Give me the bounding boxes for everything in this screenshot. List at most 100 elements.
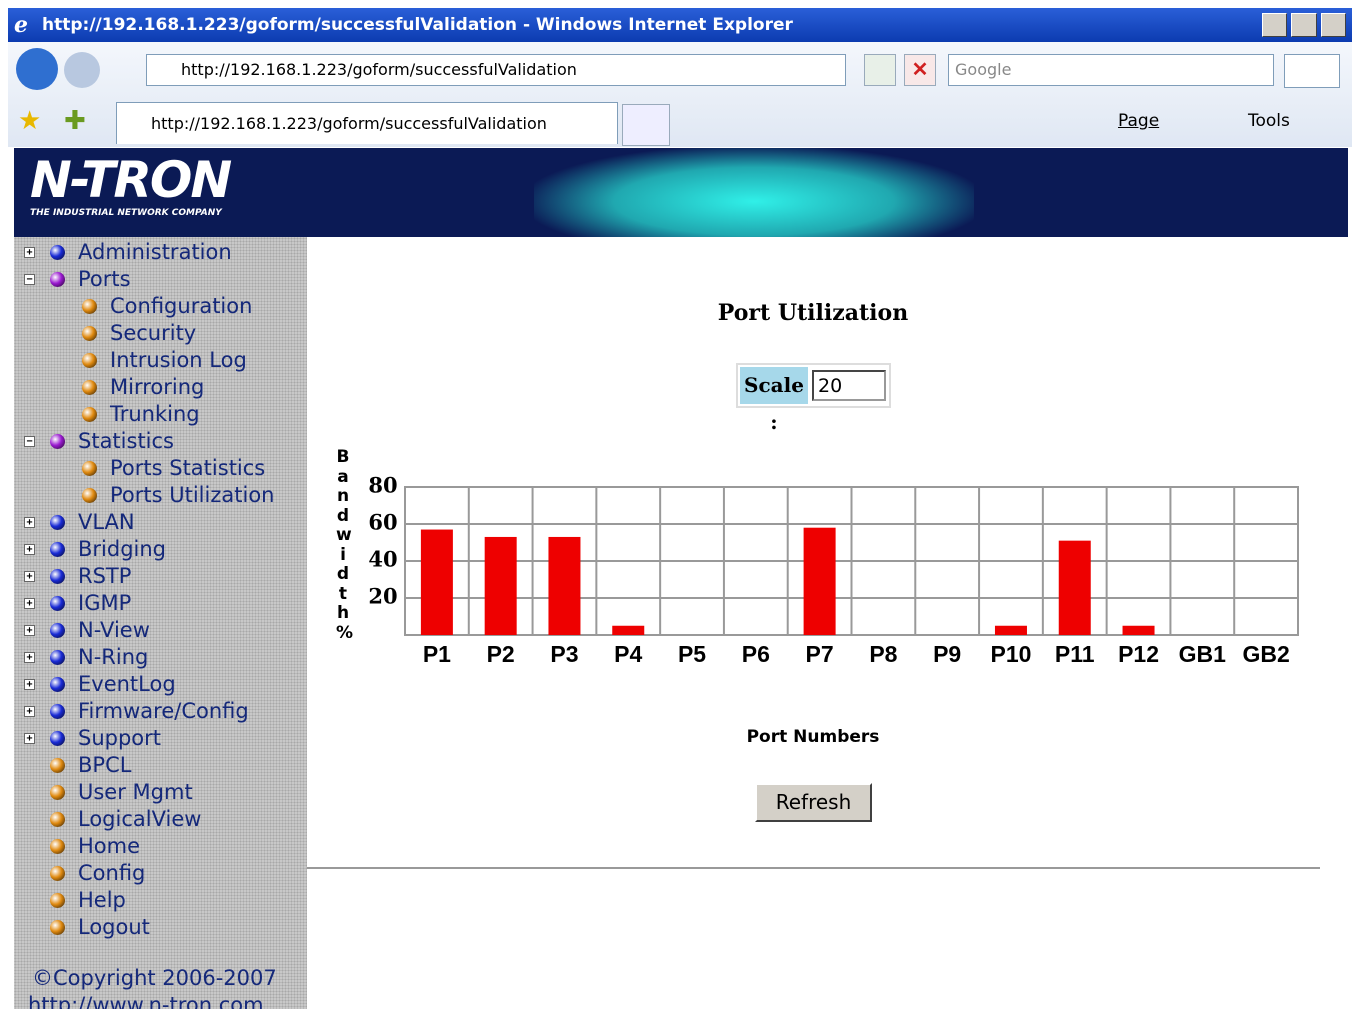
nav-link[interactable]: IGMP [78, 590, 131, 617]
maximize[interactable] [1291, 13, 1316, 37]
site-link[interactable]: http://www.n-tron.com [28, 992, 264, 1009]
bar [804, 528, 836, 635]
x-tick-label: P1 [423, 641, 451, 667]
nav-link[interactable]: Intrusion Log [110, 347, 247, 374]
nav-link[interactable]: Security [110, 320, 196, 347]
nav-link[interactable]: N-View [78, 617, 150, 644]
window-buttons[interactable] [1262, 13, 1346, 37]
nav-link[interactable]: Administration [78, 239, 232, 266]
bullet [82, 299, 97, 314]
bullet [82, 407, 97, 422]
bar [1059, 541, 1091, 635]
close[interactable] [1321, 13, 1346, 37]
x-tick-label: P12 [1118, 641, 1159, 667]
nav-link[interactable]: Trunking [110, 401, 200, 428]
forward-button[interactable] [64, 52, 100, 88]
search-box[interactable]: Google [948, 54, 1274, 86]
bullet [50, 785, 65, 800]
nav-link[interactable]: LogicalView [78, 806, 201, 833]
bar [485, 537, 517, 635]
expander[interactable]: + [24, 517, 35, 528]
tools-menu[interactable]: Tools [1248, 106, 1308, 136]
expander[interactable]: + [24, 598, 35, 609]
x-tick-label: P2 [487, 641, 515, 667]
scale-select[interactable]: 20 [812, 370, 886, 401]
bar [1123, 626, 1155, 635]
expander[interactable]: + [24, 706, 35, 717]
bullet [50, 731, 65, 746]
refresh-button[interactable] [864, 54, 896, 86]
scale-label: Scale : [740, 367, 808, 404]
nav-link[interactable]: User Mgmt [78, 779, 193, 806]
bullet [82, 353, 97, 368]
x-tick-label: P5 [678, 641, 706, 667]
nav-link[interactable]: Help [78, 887, 126, 914]
x-tick-label: P10 [990, 641, 1031, 667]
bar [612, 626, 644, 635]
y-tick-label: 60 [368, 510, 397, 535]
back-button[interactable] [16, 48, 58, 90]
search-button[interactable] [1284, 54, 1340, 88]
address-bar[interactable]: http://192.168.1.223/goform/successfulVa… [146, 54, 846, 86]
tagline: THE INDUSTRIAL NETWORK COMPANY [30, 206, 280, 220]
expander[interactable]: + [24, 652, 35, 663]
x-tick-label: P8 [869, 641, 897, 667]
expander[interactable]: + [24, 733, 35, 744]
expander[interactable]: − [24, 274, 35, 285]
x-axis-label: Port Numbers [637, 727, 989, 747]
nav-link[interactable]: Ports Utilization [110, 482, 274, 509]
nav-link[interactable]: VLAN [78, 509, 135, 536]
bullet [82, 488, 97, 503]
nav-link[interactable]: Bridging [78, 536, 166, 563]
divider [307, 867, 1320, 869]
expander[interactable]: − [24, 436, 35, 447]
banner-graphic [534, 148, 974, 237]
nav-link[interactable]: Firmware/Config [78, 698, 249, 725]
window-title: http://192.168.1.223/goform/successfulVa… [8, 8, 1352, 42]
bar [548, 537, 580, 635]
expander[interactable]: + [24, 544, 35, 555]
y-tick-label: 40 [368, 547, 397, 572]
nav-link[interactable]: Ports [78, 266, 131, 293]
tab[interactable]: http://192.168.1.223/goform/successfulVa… [116, 102, 618, 144]
minimize[interactable] [1262, 13, 1287, 37]
add-favorite[interactable]: ✚ [64, 106, 92, 134]
nav-link[interactable]: Home [78, 833, 140, 860]
nav-link[interactable]: Ports Statistics [110, 455, 265, 482]
x-tick-label: P6 [742, 641, 770, 667]
bullet [50, 839, 65, 854]
bullet [82, 380, 97, 395]
nav-link[interactable]: Support [78, 725, 161, 752]
x-tick-label: P4 [614, 641, 642, 667]
stop-button[interactable]: ✕ [904, 54, 936, 86]
nav-link[interactable]: EventLog [78, 671, 176, 698]
scale-box: Scale : 20 [736, 363, 891, 408]
expander[interactable]: + [24, 571, 35, 582]
nav-link[interactable]: Configuration [110, 293, 252, 320]
new-tab[interactable] [622, 104, 670, 146]
nav-link[interactable]: Statistics [78, 428, 174, 455]
nav-link[interactable]: BPCL [78, 752, 131, 779]
x-tick-label: GB2 [1242, 641, 1289, 667]
nav-link[interactable]: Config [78, 860, 145, 887]
x-tick-label: P11 [1055, 641, 1095, 667]
nav-link[interactable]: Logout [78, 914, 150, 941]
chart: 20406080P1P2P3P4P5P6P7P8P9P10P11P12GB1GB… [330, 440, 1320, 680]
expander[interactable]: + [24, 247, 35, 258]
bullet [50, 866, 65, 881]
bullet [50, 650, 65, 665]
expander[interactable]: + [24, 625, 35, 636]
refresh[interactable]: Refresh [755, 783, 872, 822]
nav-link[interactable]: RSTP [78, 563, 131, 590]
favorites-star[interactable]: ★ [18, 106, 46, 134]
x-tick-label: P3 [550, 641, 578, 667]
nav-link[interactable]: Mirroring [110, 374, 204, 401]
bullet [50, 677, 65, 692]
expander[interactable]: + [24, 679, 35, 690]
bullet [50, 704, 65, 719]
bullet [50, 623, 65, 638]
page-menu[interactable]: Page [1118, 106, 1198, 136]
bullet [50, 245, 65, 260]
nav-link[interactable]: N-Ring [78, 644, 148, 671]
toolbar: http://192.168.1.223/goform/successfulVa… [8, 42, 1352, 147]
